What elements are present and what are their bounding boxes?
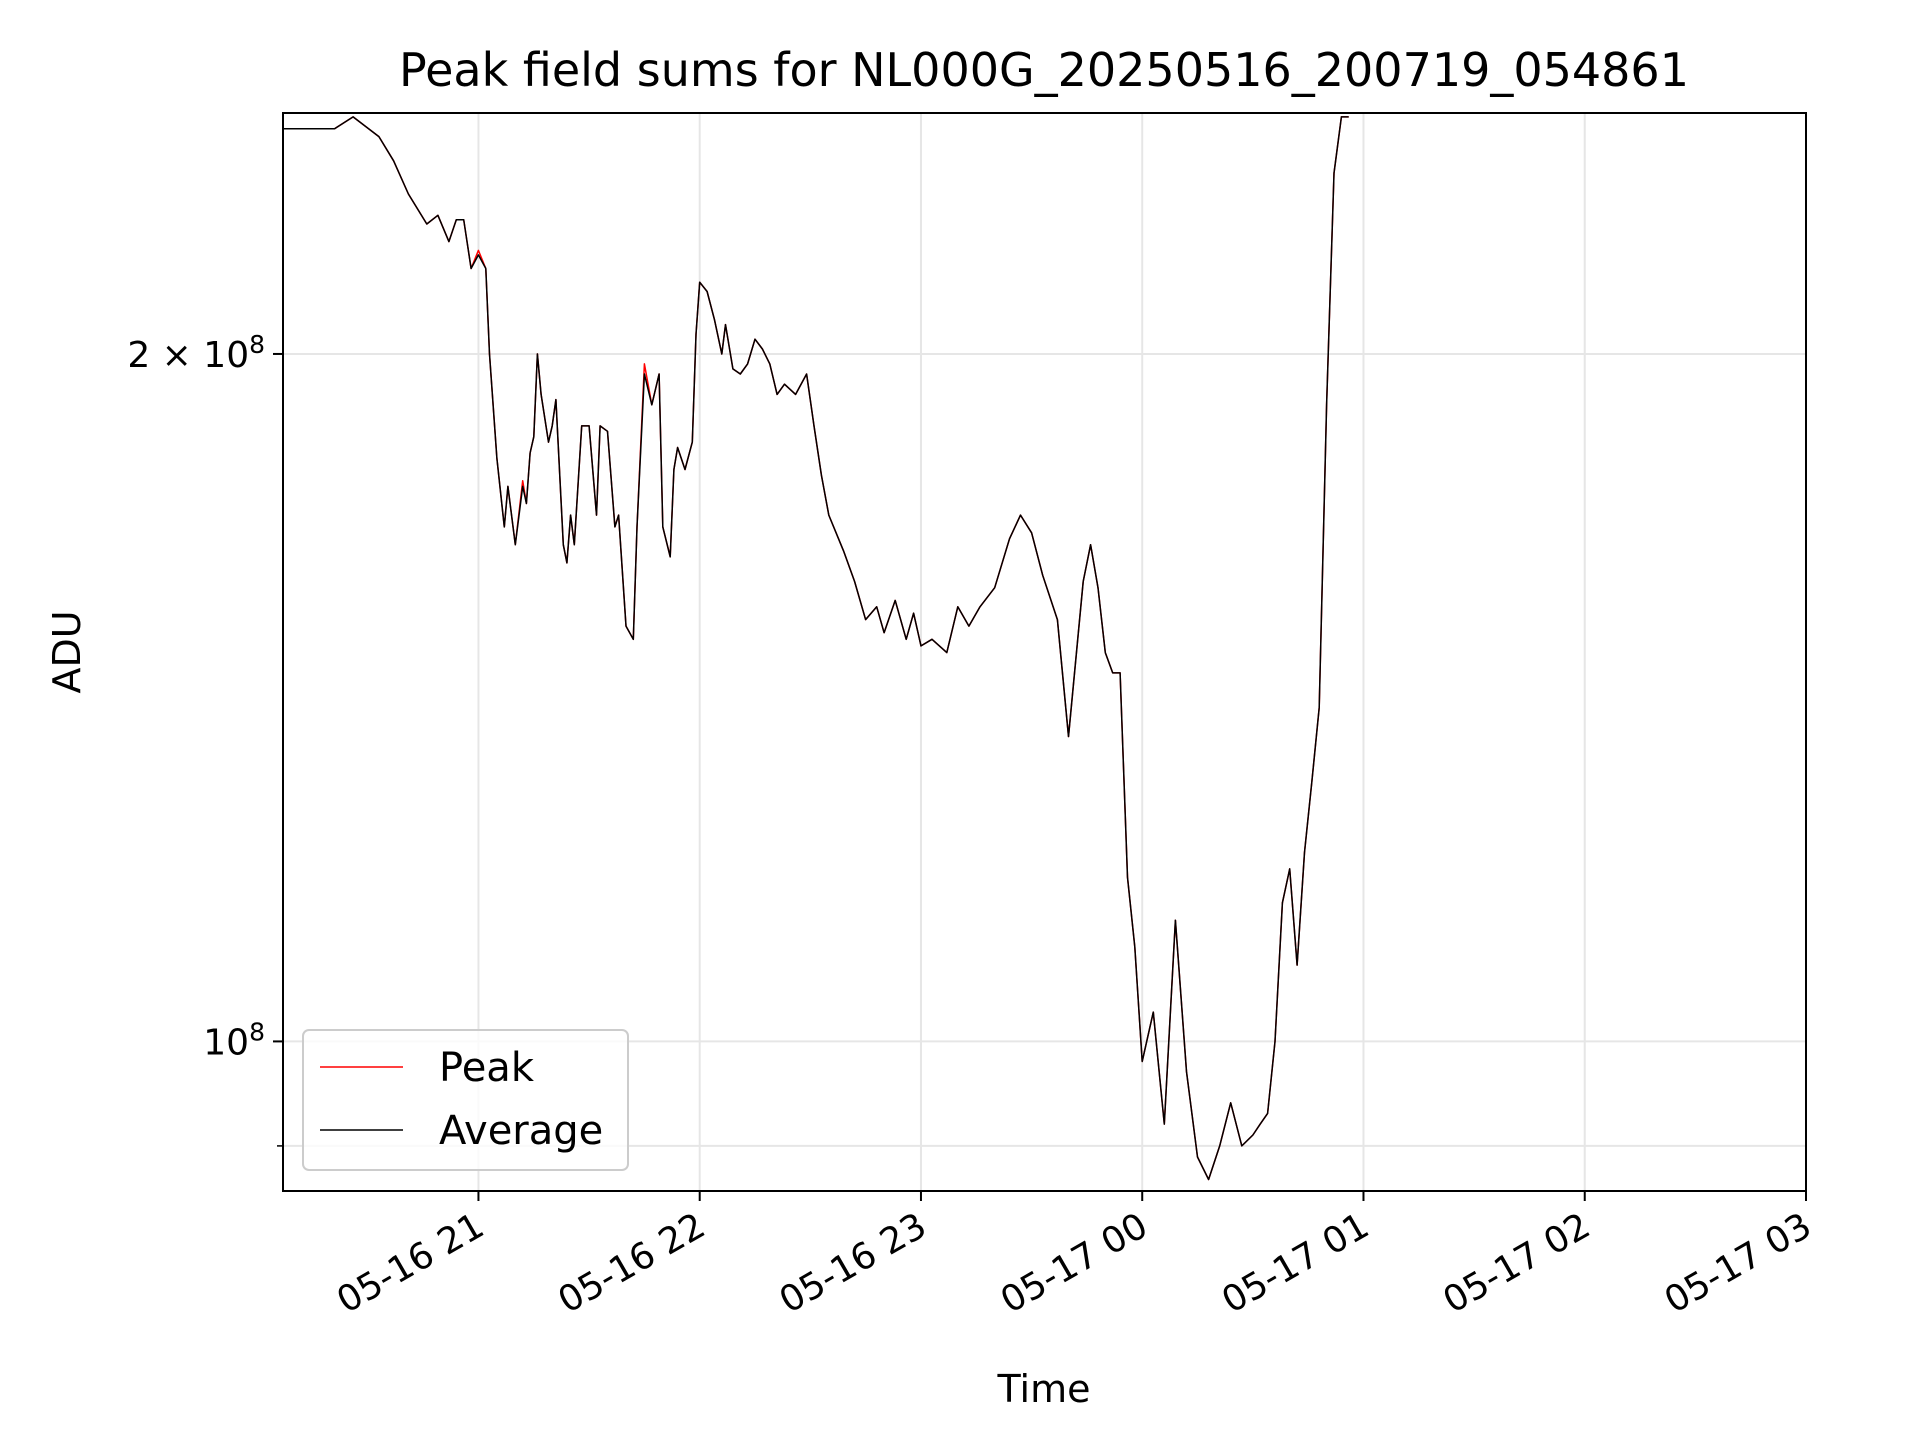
y-axis-label: ADU — [45, 610, 89, 693]
y-tick-label: 108 — [203, 1017, 265, 1063]
legend-label-average: Average — [439, 1108, 603, 1154]
legend: Peak Average — [302, 1029, 629, 1171]
legend-label-peak: Peak — [439, 1045, 535, 1091]
series-layer — [283, 116, 1349, 1181]
series-line-average — [283, 116, 1349, 1181]
plot-frame — [282, 112, 1807, 1192]
y-tick-label: 2 × 108 — [127, 330, 265, 376]
chart-title: Peak field sums for NL000G_20250516_2007… — [399, 43, 1689, 97]
legend-box — [302, 1029, 629, 1171]
y-axis-ticks: 2 × 108 108 — [127, 330, 283, 1147]
x-axis-label: Time — [997, 1367, 1091, 1411]
